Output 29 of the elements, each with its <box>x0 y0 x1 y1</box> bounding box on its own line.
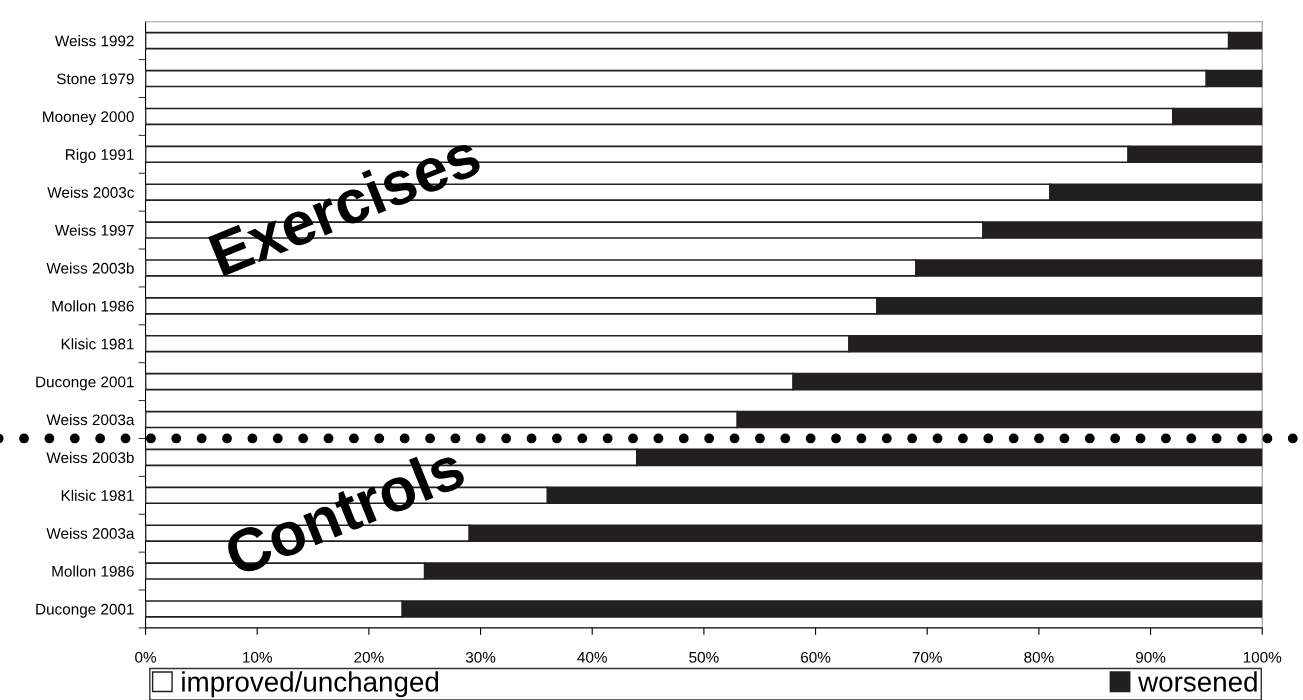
y-tick-label: Rigo 1991 <box>66 148 134 164</box>
legend-label: worsened <box>1138 671 1257 692</box>
x-tick-label: 10% <box>243 651 272 663</box>
y-tick-label: Weiss 2003b <box>46 262 134 274</box>
x-tick-label: 80% <box>1024 651 1054 663</box>
y-tick-label: Mooney 2000 <box>43 111 134 126</box>
x-tick-label: 70% <box>912 651 942 663</box>
x-tick-label: 90% <box>1135 651 1166 663</box>
x-tick-label: 60% <box>801 651 831 663</box>
x-tick-label: 20% <box>354 651 384 663</box>
y-tick-label: Weiss 1997 <box>54 224 134 236</box>
y-tick-label: Weiss 2003b <box>46 451 134 464</box>
y-tick-label: Weiss 1992 <box>54 35 134 47</box>
y-tick-label: Mollon 1986 <box>52 300 134 312</box>
y-tick-label: Klisic 1981 <box>61 489 134 501</box>
y-tick-label: Klisic 1981 <box>61 338 134 350</box>
x-tick-label: 100% <box>1243 651 1282 663</box>
y-tick-label: Weiss 2003a <box>46 527 135 539</box>
x-tick-label: 40% <box>577 651 607 663</box>
y-tick-label: Stone 1979 <box>56 73 134 85</box>
y-tick-label: Mollon 1986 <box>52 565 134 577</box>
y-tick-label: Weiss 2003c <box>47 186 135 198</box>
legend-label: improved/unchanged <box>182 671 439 698</box>
y-tick-label: Duconge 2001 <box>36 376 134 391</box>
x-tick-label: 50% <box>689 651 719 663</box>
x-tick-label: 0% <box>135 651 157 663</box>
y-tick-label: Duconge 2001 <box>36 603 134 618</box>
x-tick-label: 30% <box>465 651 496 663</box>
y-tick-label: Weiss 2003a <box>46 413 135 426</box>
